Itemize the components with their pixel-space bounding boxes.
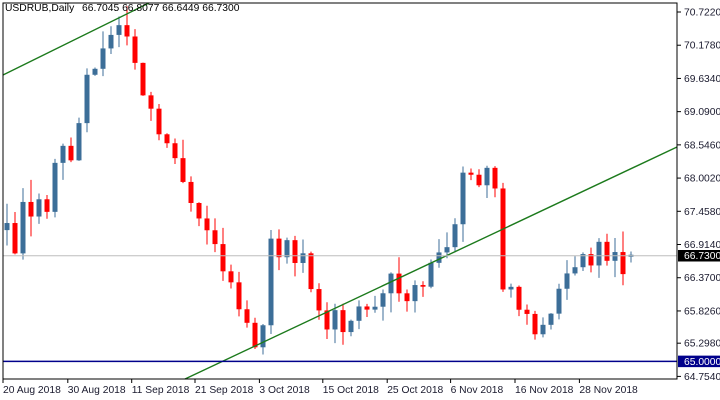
svg-text:15 Oct 2018: 15 Oct 2018 [323,385,379,396]
svg-text:65.0000: 65.0000 [684,357,720,368]
svg-text:68.0020: 68.0020 [684,174,720,185]
svg-text:28 Nov 2018: 28 Nov 2018 [579,385,638,396]
svg-text:66.3700: 66.3700 [684,273,720,284]
svg-text:65.2980: 65.2980 [684,339,720,350]
svg-text:66.7300: 66.7300 [684,251,720,262]
svg-text:66.9140: 66.9140 [684,240,720,251]
svg-text:16 Nov 2018: 16 Nov 2018 [515,385,574,396]
svg-text:69.6340: 69.6340 [684,74,720,85]
svg-text:3 Oct 2018: 3 Oct 2018 [259,385,310,396]
svg-text:21 Sep 2018: 21 Sep 2018 [195,385,254,396]
svg-text:64.7540: 64.7540 [684,372,720,383]
svg-text:6 Nov 2018: 6 Nov 2018 [451,385,504,396]
svg-text:USDRUB,Daily: USDRUB,Daily [5,3,75,14]
svg-text:65.8260: 65.8260 [684,306,720,317]
svg-text:70.7220: 70.7220 [684,8,720,19]
svg-text:69.0900: 69.0900 [684,107,720,118]
svg-text:30 Aug 2018: 30 Aug 2018 [68,385,126,396]
svg-text:68.5460: 68.5460 [684,140,720,151]
svg-text:20 Aug 2018: 20 Aug 2018 [3,385,61,396]
svg-text:70.1780: 70.1780 [684,41,720,52]
svg-text:11 Sep 2018: 11 Sep 2018 [132,385,190,396]
svg-text:66.7045 66.8077 66.6449 66.730: 66.7045 66.8077 66.6449 66.7300 [82,3,240,14]
svg-text:67.4580: 67.4580 [684,207,720,218]
svg-text:25 Oct 2018: 25 Oct 2018 [387,385,443,396]
